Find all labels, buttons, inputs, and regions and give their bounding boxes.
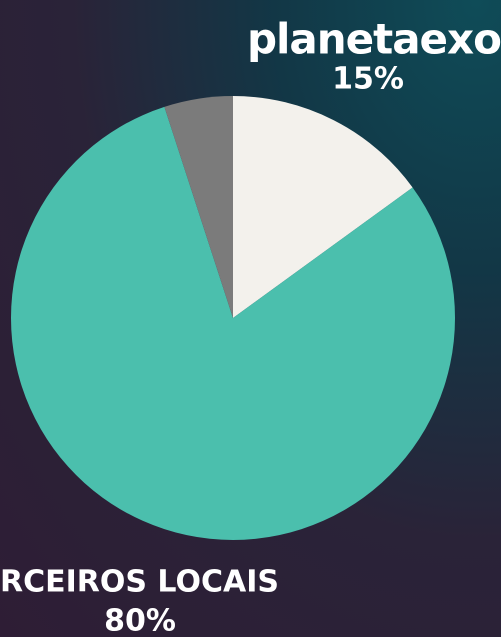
slice-label: RCEIROS LOCAIS bbox=[0, 565, 279, 600]
pie bbox=[11, 96, 455, 540]
screen: planetaexo 15% RCEIROS LOCAIS 80% bbox=[0, 0, 501, 637]
slice-label: planetaexo bbox=[247, 15, 501, 64]
chart: planetaexo 15% RCEIROS LOCAIS 80% bbox=[0, 0, 501, 637]
value-label: 15% bbox=[332, 62, 404, 97]
value-label: 80% bbox=[104, 604, 176, 637]
